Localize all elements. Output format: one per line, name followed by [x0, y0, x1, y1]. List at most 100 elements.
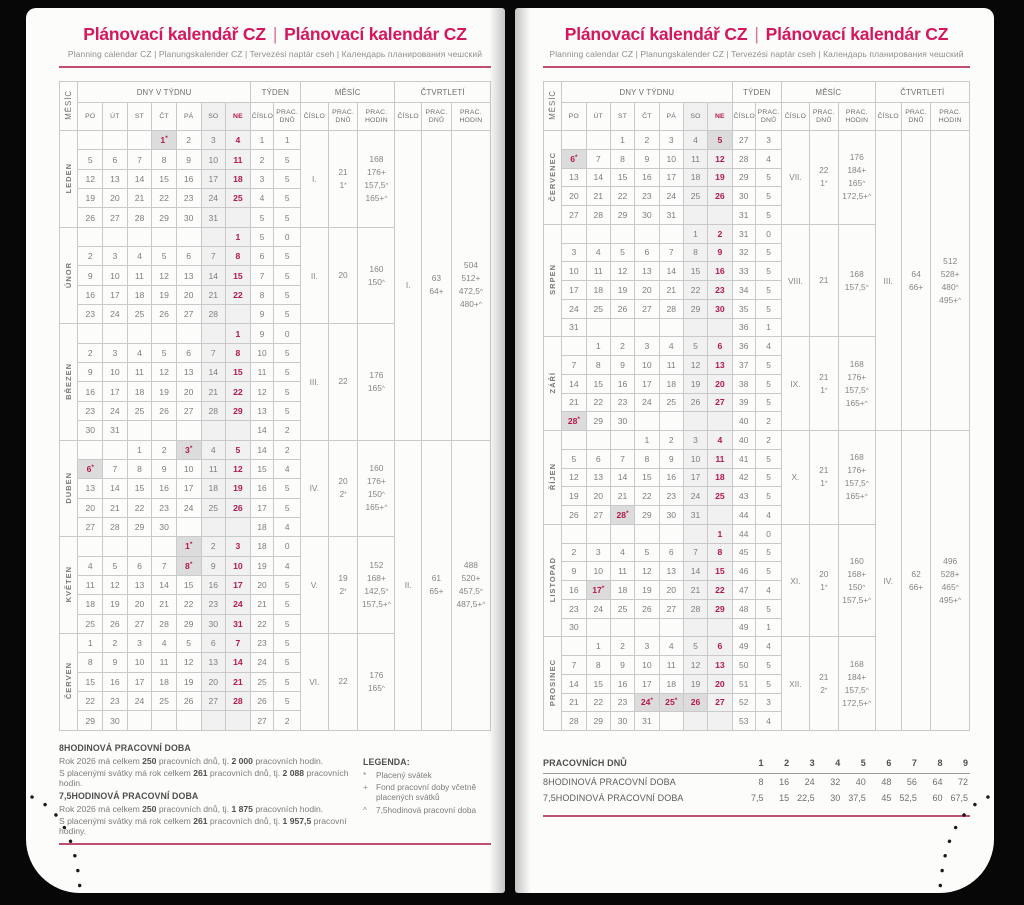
workdays-col: 6	[886, 758, 892, 768]
day-cell: 10	[634, 655, 660, 675]
day-col-header: SO	[200, 102, 227, 131]
day-col-header: PO	[77, 102, 104, 131]
week-row: ŘÍJEN 1 2 3 4 40 2 X. 21 1* 168 176+ 157,5^ 165+^ IV. 6…	[542, 430, 970, 731]
week-row: 30 49 1	[544, 617, 970, 638]
week-number: 40	[731, 430, 756, 450]
day-cell: 28*	[561, 411, 587, 431]
day-cell: 12	[175, 652, 202, 673]
day-cell	[126, 420, 153, 441]
day-cell	[585, 223, 611, 244]
month-numeral: VI.	[299, 632, 329, 732]
day-cell: 25	[126, 400, 153, 422]
day-cell	[102, 129, 128, 151]
week-row: BŘEZEN 1 9 0 III. 22 176 165^	[58, 323, 491, 441]
day-cell: 12	[102, 574, 128, 596]
day-cell: 21	[225, 671, 251, 692]
day-cell: 13	[658, 561, 684, 581]
day-col-header: ÚT	[585, 102, 611, 131]
week-row: 15 16 17 18 19 20 21 25 5	[60, 671, 491, 692]
day-cell: 26	[682, 692, 709, 713]
workdays-hours-table: PRACOVNÍCH DNŮ 1 2 3 4 5 6 7 8 9 8HODINOVÁ PRACOVN…	[543, 755, 970, 817]
day-cell: 14	[585, 167, 611, 188]
week-number: 2	[249, 149, 275, 170]
subcol-header: PRAC. HODIN	[357, 102, 396, 131]
footer-rule	[59, 843, 491, 845]
legend-text: 7,5hodinová pracovní doba	[376, 804, 477, 815]
day-cell	[682, 205, 709, 225]
day-cell: 23	[77, 304, 104, 325]
day-cell	[682, 523, 709, 544]
day-cell: 11	[658, 655, 684, 675]
day-col-header: ÚT	[102, 102, 128, 131]
day-cell	[151, 226, 177, 248]
day-cell	[200, 516, 227, 538]
day-cell: 25	[77, 613, 104, 634]
col-header-mesic: MĚSÍC	[58, 81, 79, 131]
day-cell: 11	[126, 362, 153, 383]
day-cell: 27	[200, 690, 227, 712]
day-cell: 4	[658, 336, 684, 356]
day-cell	[707, 205, 733, 225]
day-cell: 11	[609, 561, 636, 581]
day-cell: 27	[175, 304, 202, 325]
day-cell: 26	[634, 598, 660, 619]
day-cell: 17	[634, 673, 660, 694]
day-cell: 8	[151, 149, 177, 170]
day-cell	[585, 430, 611, 450]
week-workdays: 5	[754, 392, 783, 413]
day-cell	[707, 411, 733, 431]
month-numeral: IV.	[299, 439, 329, 538]
day-cell: 27	[77, 516, 104, 538]
day-cell: 16	[77, 381, 104, 402]
day-cell	[585, 617, 611, 638]
day-cell: 13	[707, 655, 733, 675]
week-workdays: 5	[273, 362, 301, 383]
day-cell	[102, 439, 128, 460]
day-cell: 5	[682, 336, 709, 356]
col-header-mesic: MĚSÍC	[542, 81, 563, 131]
day-cell: 6	[707, 336, 733, 356]
week-row: 23 24 25 26 27 28 29 13 5	[60, 400, 491, 422]
day-cell: 21	[561, 692, 587, 713]
month-workdays: 22	[327, 632, 359, 732]
month-workdays: 21 1*	[808, 336, 840, 431]
col-header-tyden: TÝDEN	[731, 81, 783, 103]
week-workdays: 2	[273, 439, 301, 460]
day-cell: 31	[634, 711, 660, 731]
day-cell	[200, 226, 227, 248]
legend-symbol: *	[363, 769, 367, 780]
day-cell: 19	[151, 284, 177, 306]
day-cell: 2	[707, 223, 733, 244]
day-cell: 12	[225, 458, 251, 480]
week-workdays: 4	[754, 505, 783, 525]
week-workdays: 0	[273, 323, 301, 344]
day-cell: 11	[225, 149, 251, 170]
day-cell: 21	[561, 392, 587, 413]
week-number: 12	[249, 381, 275, 402]
workdays-value: 48	[881, 777, 892, 787]
week-workdays: 5	[273, 188, 301, 209]
day-cell: 12	[682, 355, 709, 375]
week-number: 19	[249, 555, 275, 576]
day-cell: 15	[225, 265, 251, 286]
workdays-value: 15	[779, 793, 790, 803]
day-cell: 1	[126, 439, 153, 460]
week-row: 26 27 28* 29 30 31 44 4	[544, 505, 970, 525]
day-cell: 17	[200, 168, 227, 190]
day-cell: 10	[102, 265, 128, 286]
day-cell	[561, 430, 587, 450]
day-cell: 15	[585, 673, 611, 694]
month-workhours: 168 157,5^	[838, 223, 876, 338]
week-workdays: 5	[754, 561, 783, 581]
day-cell: 7	[585, 148, 611, 169]
day-col-header: ST	[609, 102, 636, 131]
day-col-header: NE	[707, 102, 733, 131]
day-cell: 16	[175, 168, 202, 190]
day-cell: 13	[634, 261, 660, 281]
quarter-workdays: 62 66+	[900, 430, 932, 731]
day-cell: 21	[200, 381, 227, 402]
week-row: 10 11 12 13 14 15 16 33 5	[544, 261, 970, 281]
workdays-value: 45	[881, 793, 892, 803]
subcol-header: PRAC. HODIN	[930, 102, 970, 131]
week-number: 13	[249, 400, 275, 422]
